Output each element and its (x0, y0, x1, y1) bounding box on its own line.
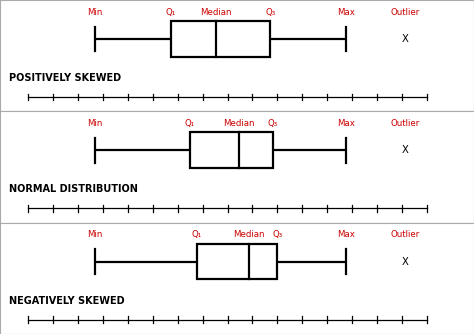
Text: Q₁: Q₁ (191, 230, 202, 239)
Text: Median: Median (224, 119, 255, 128)
Text: Max: Max (337, 230, 355, 239)
Text: Outlier: Outlier (391, 8, 420, 17)
Text: POSITIVELY SKEWED: POSITIVELY SKEWED (9, 73, 122, 83)
Text: NEGATIVELY SKEWED: NEGATIVELY SKEWED (9, 296, 125, 306)
Text: NORMAL DISTRIBUTION: NORMAL DISTRIBUTION (9, 184, 138, 194)
Text: Max: Max (337, 119, 355, 128)
Text: X: X (402, 257, 409, 267)
Text: Q₃: Q₃ (267, 119, 278, 128)
Bar (197, 244, 277, 280)
Text: Median: Median (200, 8, 231, 17)
Text: Median: Median (233, 230, 264, 239)
Text: Max: Max (337, 8, 355, 17)
Text: X: X (402, 145, 409, 155)
Bar (190, 133, 273, 168)
Bar (171, 21, 270, 57)
Text: Q₃: Q₃ (272, 230, 283, 239)
Text: Q₁: Q₁ (184, 119, 195, 128)
Text: Min: Min (87, 119, 102, 128)
Text: X: X (402, 34, 409, 44)
Text: Q₁: Q₁ (165, 8, 176, 17)
Text: Q₃: Q₃ (265, 8, 275, 17)
Text: Min: Min (87, 8, 102, 17)
Text: Min: Min (87, 230, 102, 239)
Text: Outlier: Outlier (391, 230, 420, 239)
Text: Outlier: Outlier (391, 119, 420, 128)
